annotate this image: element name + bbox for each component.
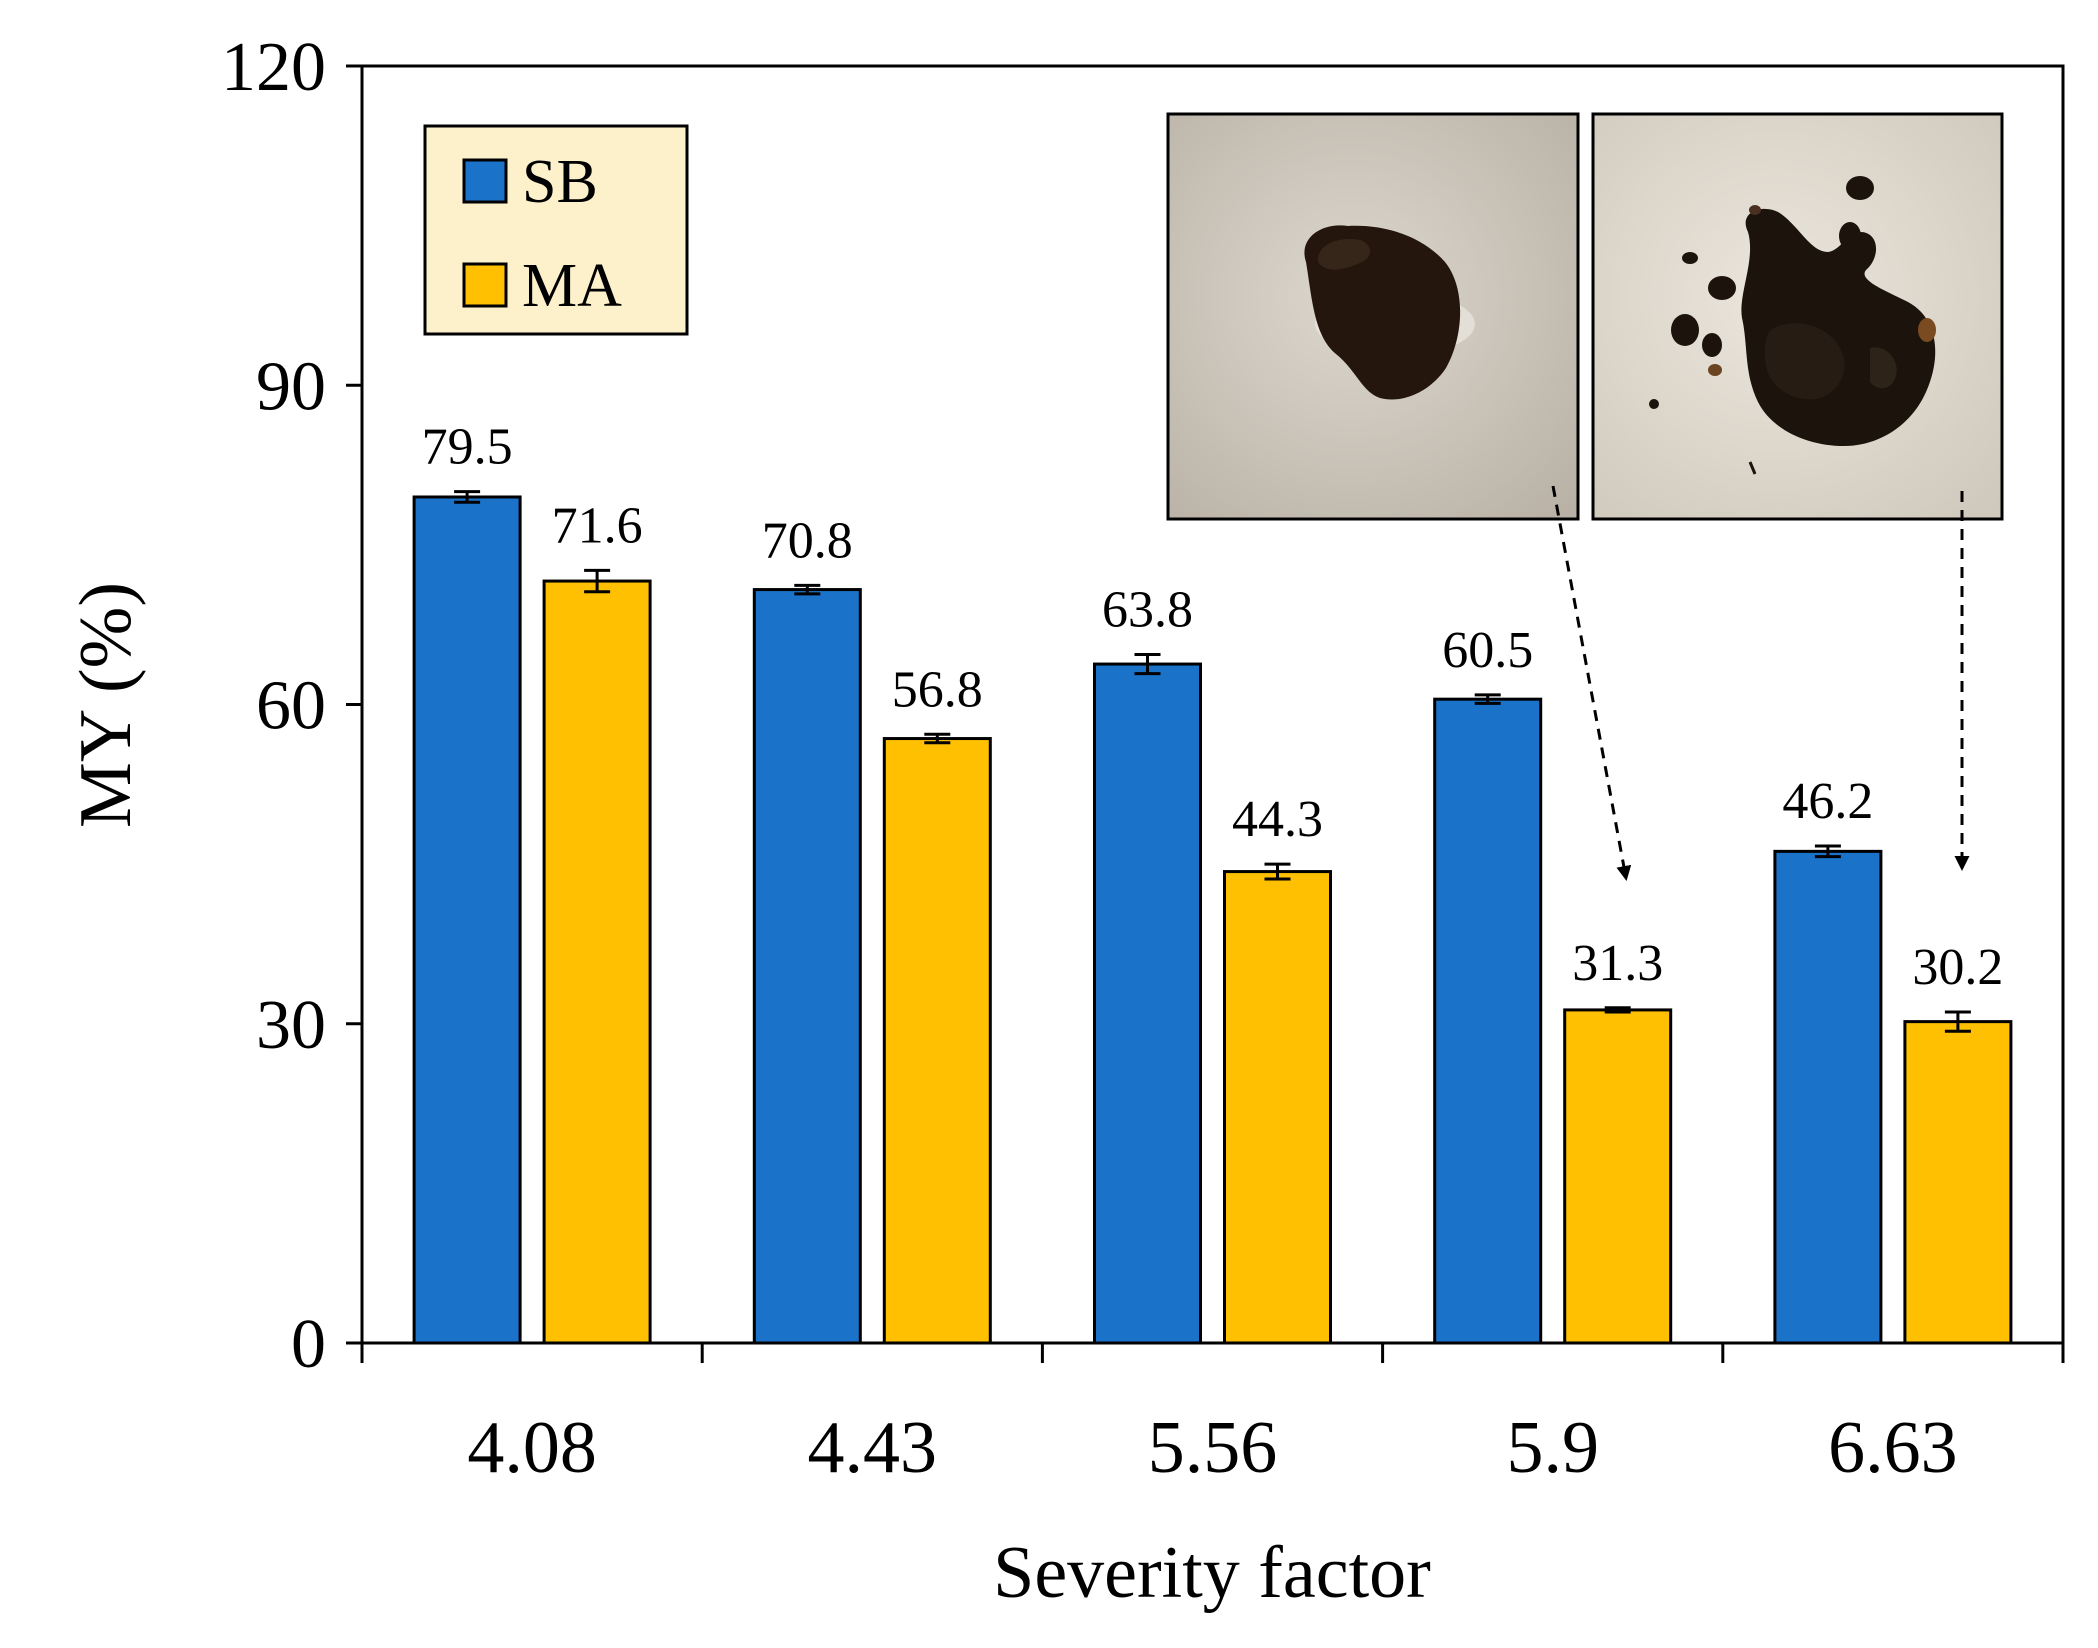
data-label-ma-6.63: 30.2 bbox=[1912, 939, 2003, 996]
legend: SB MA bbox=[423, 124, 689, 336]
data-label-ma-5.56: 44.3 bbox=[1232, 791, 1323, 848]
data-label-sb-4.43: 70.8 bbox=[762, 512, 853, 569]
bar-sb-5.9 bbox=[1433, 697, 1543, 1345]
bar-sb-4.43 bbox=[752, 588, 862, 1345]
y-tick-label-60: 60 bbox=[256, 668, 326, 745]
y-axis-title: MY (%) bbox=[65, 582, 147, 828]
x-tick-label-5.56: 5.56 bbox=[1148, 1407, 1278, 1489]
annotation-arrow-5.9 bbox=[1551, 485, 1632, 881]
error-bar-ma-6.63 bbox=[1944, 1010, 1971, 1033]
y-tick-label-30: 30 bbox=[256, 987, 326, 1064]
bar-ma-5.56 bbox=[1223, 870, 1332, 1345]
error-bar-sb-4.43 bbox=[794, 583, 821, 596]
x-tick-label-4.08: 4.08 bbox=[467, 1407, 597, 1489]
data-label-sb-4.08: 79.5 bbox=[422, 419, 513, 476]
error-bar-sb-5.56 bbox=[1134, 652, 1161, 676]
error-bar-sb-6.63 bbox=[1814, 844, 1841, 859]
data-label-sb-5.9: 60.5 bbox=[1442, 622, 1533, 679]
data-label-sb-5.56: 63.8 bbox=[1102, 581, 1193, 638]
y-tick-label-120: 120 bbox=[221, 29, 326, 106]
bars-layer bbox=[412, 495, 2013, 1345]
bar-sb-6.63 bbox=[1773, 849, 1883, 1345]
solid-residue-photo bbox=[1166, 112, 1580, 521]
data-label-ma-5.9: 31.3 bbox=[1572, 935, 1663, 992]
bar-sb-5.56 bbox=[1093, 662, 1202, 1345]
bar-ma-5.9 bbox=[1563, 1008, 1673, 1345]
bar-ma-4.43 bbox=[882, 737, 992, 1345]
data-label-ma-4.43: 56.8 bbox=[892, 661, 983, 718]
labels-layer: 79.5 70.8 63.8 60.5 46.2 71.6 56.8 44.3 31.3 30.2… bbox=[221, 29, 2003, 1489]
x-tick-label-6.63: 6.63 bbox=[1828, 1407, 1958, 1489]
error-bar-ma-4.08 bbox=[584, 568, 611, 594]
ticks-layer bbox=[346, 64, 2065, 1363]
error-bar-sb-5.9 bbox=[1474, 693, 1501, 705]
x-tick-label-5.9: 5.9 bbox=[1506, 1407, 1599, 1489]
y-tick-label-0: 0 bbox=[291, 1306, 326, 1383]
error-bar-sb-4.08 bbox=[454, 490, 481, 504]
x-tick-label-4.43: 4.43 bbox=[808, 1407, 938, 1489]
legend-swatch-ma bbox=[462, 262, 508, 308]
bar-sb-4.08 bbox=[412, 495, 522, 1345]
bar-ma-4.08 bbox=[542, 579, 652, 1345]
error-bar-ma-5.9 bbox=[1604, 1006, 1631, 1014]
legend-swatch-sb bbox=[462, 158, 508, 204]
liquid-residue-photo bbox=[1591, 112, 2004, 521]
error-bar-ma-4.43 bbox=[924, 732, 951, 745]
legend-label-sb: SB bbox=[522, 148, 598, 216]
data-label-sb-6.63: 46.2 bbox=[1782, 773, 1873, 830]
x-axis-title: Severity factor bbox=[993, 1532, 1431, 1614]
error-bar-ma-5.56 bbox=[1264, 862, 1291, 881]
legend-label-ma: MA bbox=[522, 252, 622, 320]
error-bars-layer bbox=[454, 490, 1971, 1033]
bar-ma-6.63 bbox=[1903, 1020, 2013, 1345]
y-tick-label-90: 90 bbox=[256, 348, 326, 425]
data-label-ma-4.08: 71.6 bbox=[552, 497, 643, 554]
